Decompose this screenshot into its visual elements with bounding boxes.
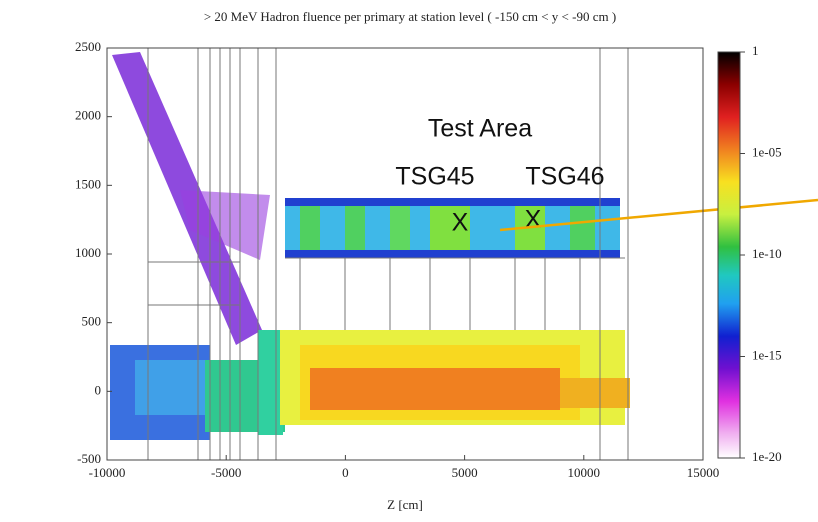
y-tick-label: 1000 xyxy=(75,245,101,260)
colorbar-tick-label: 1e-15 xyxy=(752,347,782,362)
colorbar-tick-label: 1e-20 xyxy=(752,449,782,464)
y-tick-label: 2500 xyxy=(75,39,101,54)
marker: X xyxy=(452,209,469,237)
annotation: Test Area xyxy=(428,115,532,143)
annotation: TSG45 xyxy=(395,163,474,191)
colorbar xyxy=(718,52,740,458)
y-tick-label: 1500 xyxy=(75,176,101,191)
x-tick-label: -10000 xyxy=(89,465,126,480)
geometry xyxy=(110,48,630,460)
x-tick-label: 10000 xyxy=(568,465,601,480)
y-tick-label: 0 xyxy=(95,382,102,397)
chart: > 20 MeV Hadron fluence per primary at s… xyxy=(0,0,818,522)
y-tick-label: -500 xyxy=(77,451,101,466)
marker: X xyxy=(525,206,542,234)
colorbar-tick-label: 1e-05 xyxy=(752,144,782,159)
y-tick-label: 500 xyxy=(82,314,102,329)
x-tick-label: 15000 xyxy=(687,465,720,480)
annotation: TSG46 xyxy=(525,163,604,191)
chart-title: > 20 MeV Hadron fluence per primary at s… xyxy=(204,9,616,24)
colorbar-tick-label: 1e-10 xyxy=(752,246,782,261)
colorbar-tick-label: 1 xyxy=(752,43,759,58)
x-tick-label: 5000 xyxy=(452,465,478,480)
x-axis-label: Z [cm] xyxy=(387,497,423,512)
x-tick-label: -5000 xyxy=(211,465,241,480)
x-tick-label: 0 xyxy=(342,465,349,480)
y-tick-label: 2000 xyxy=(75,108,101,123)
